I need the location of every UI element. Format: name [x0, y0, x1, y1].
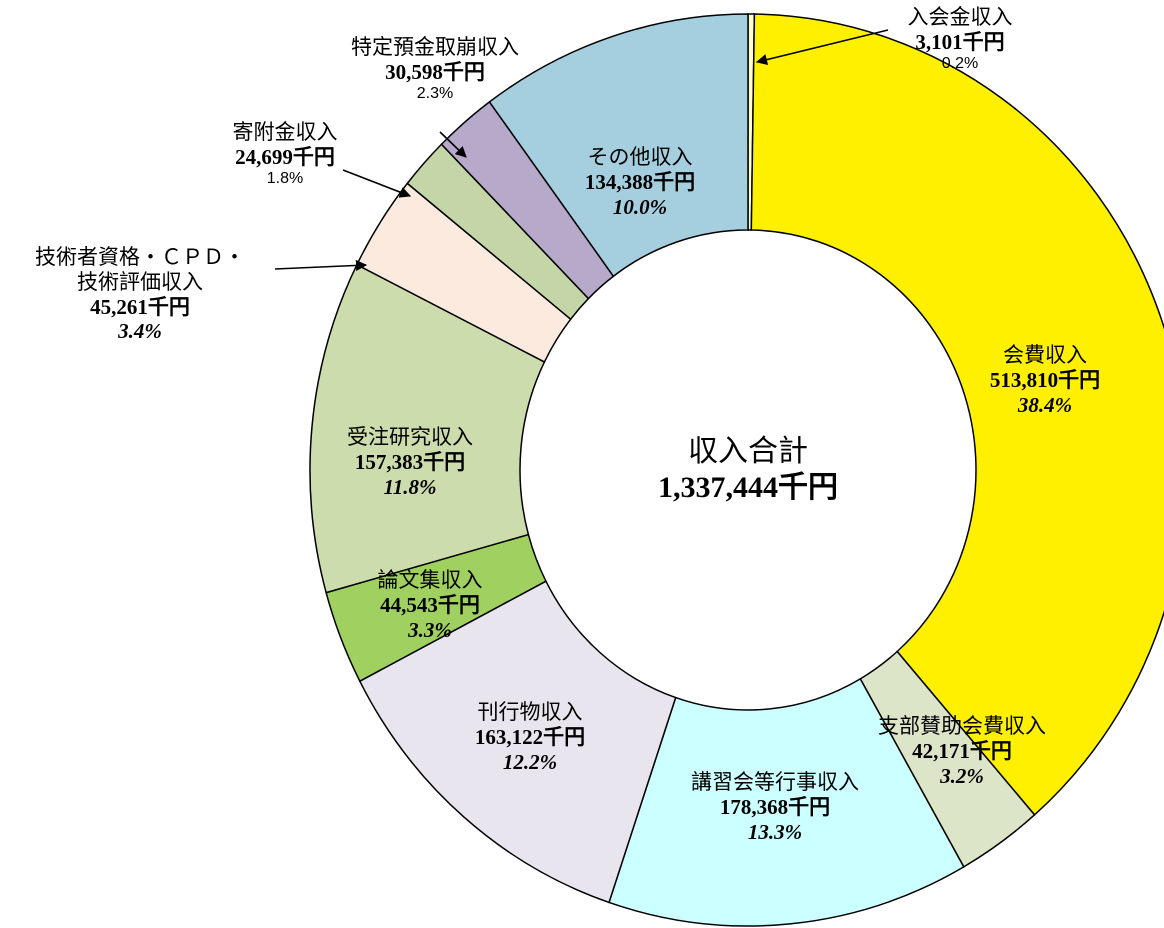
percentage-label: 2.3% — [416, 84, 454, 102]
category-label: 受注研究収入 — [347, 425, 473, 449]
slice-label: 論文集収入 44,543千円 3.3% — [378, 568, 483, 642]
center-label: 収入合計 1,337,444千円 — [658, 434, 838, 506]
percentage-label: 12.2% — [502, 749, 558, 774]
percentage-label: 13.3% — [747, 819, 803, 844]
leader-line — [755, 29, 889, 66]
percentage-label: 38.4% — [1017, 392, 1073, 417]
category-label: 特定預金取崩収入 — [351, 35, 519, 59]
percentage-label: 3.3% — [408, 617, 452, 642]
value-label: 44,543千円 — [380, 592, 480, 617]
category-label: 入会金収入 — [907, 5, 1013, 29]
slice-label: 入会金収入 3,101千円 0.2% — [908, 5, 1013, 73]
slices — [309, 13, 1164, 927]
slice — [358, 580, 677, 904]
category-label: 会費収入 — [1003, 343, 1087, 367]
category-label: 支部賛助会費収入 — [878, 714, 1046, 738]
percentage-label: 1.8% — [266, 169, 304, 187]
value-label: 178,368千円 — [719, 794, 831, 819]
value-label: 24,699千円 — [235, 144, 335, 169]
slice — [750, 13, 1164, 816]
category-label: 技術者資格・ＣＰＤ・ 技術評価収入 — [35, 245, 245, 294]
percentage-label: 11.8% — [383, 474, 437, 499]
slice-label: 技術者資格・ＣＰＤ・ 技術評価収入 45,261千円 3.4% — [35, 245, 245, 344]
slice — [608, 677, 965, 927]
slice-label: 刊行物収入 163,122千円 12.2% — [475, 700, 585, 774]
category-label: 寄附金収入 — [232, 120, 338, 144]
center-total: 1,337,444千円 — [658, 471, 838, 504]
value-label: 3,101千円 — [915, 29, 1005, 54]
value-label: 157,383千円 — [354, 449, 466, 474]
value-label: 42,171千円 — [912, 738, 1012, 763]
leader-line — [439, 131, 467, 158]
percentage-label: 0.2% — [941, 54, 979, 72]
percentage-label: 10.0% — [612, 194, 668, 219]
category-label: 講習会等行事収入 — [691, 770, 859, 794]
slice-label: 支部賛助会費収入 42,171千円 3.2% — [878, 714, 1046, 788]
percentage-label: 3.4% — [118, 319, 162, 344]
value-label: 45,261千円 — [90, 294, 190, 319]
leader-line — [342, 169, 412, 198]
leader-line — [274, 259, 368, 272]
category-label: 刊行物収入 — [477, 700, 583, 724]
slice-label: 受注研究収入 157,383千円 11.8% — [347, 425, 473, 499]
slice — [488, 13, 749, 278]
slice-label: 会費収入 513,810千円 38.4% — [990, 343, 1100, 417]
slice-label: 特定預金取崩収入 30,598千円 2.3% — [351, 35, 519, 103]
leader-lines — [274, 29, 889, 272]
slice-label: 寄附金収入 24,699千円 1.8% — [233, 120, 338, 188]
value-label: 513,810千円 — [989, 367, 1101, 392]
slice — [309, 263, 546, 594]
value-label: 134,388千円 — [584, 169, 696, 194]
slice-label: その他収入 134,388千円 10.0% — [585, 145, 695, 219]
category-label: 論文集収入 — [377, 568, 483, 592]
slice-label: 講習会等行事収入 178,368千円 13.3% — [691, 770, 859, 844]
value-label: 30,598千円 — [385, 59, 485, 84]
center-title: 収入合計 — [688, 434, 808, 469]
value-label: 163,122千円 — [474, 724, 586, 749]
category-label: その他収入 — [587, 145, 693, 169]
percentage-label: 3.2% — [940, 763, 984, 788]
